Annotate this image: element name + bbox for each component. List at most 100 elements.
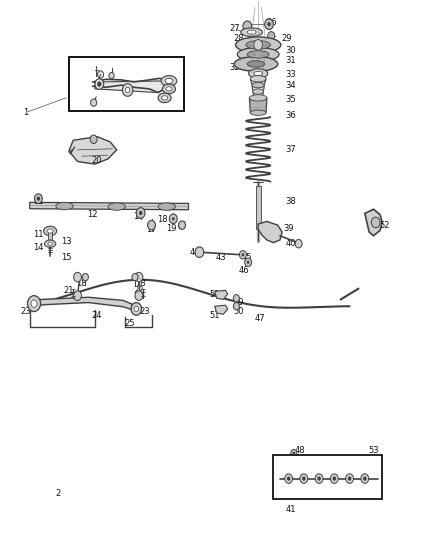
Circle shape (240, 251, 247, 259)
Circle shape (122, 84, 133, 96)
Circle shape (135, 291, 143, 301)
Text: 3: 3 (84, 72, 89, 82)
Circle shape (285, 474, 293, 483)
Text: 38: 38 (286, 197, 296, 206)
Circle shape (371, 217, 380, 228)
Ellipse shape (44, 226, 57, 236)
Circle shape (74, 291, 81, 301)
Circle shape (315, 474, 323, 483)
Text: 42: 42 (364, 487, 374, 496)
Circle shape (179, 221, 185, 229)
Circle shape (245, 258, 252, 266)
Text: 42: 42 (272, 470, 283, 479)
Ellipse shape (241, 28, 262, 36)
Text: 41: 41 (362, 470, 372, 479)
Text: 18: 18 (77, 279, 87, 288)
Circle shape (318, 477, 321, 481)
Polygon shape (251, 79, 266, 85)
Text: 18: 18 (157, 215, 168, 224)
Text: 27: 27 (229, 25, 240, 34)
Bar (48, 232, 52, 240)
Ellipse shape (45, 240, 56, 247)
Circle shape (135, 272, 143, 282)
Ellipse shape (253, 89, 263, 94)
Text: 40: 40 (286, 239, 296, 248)
Text: 9: 9 (166, 91, 172, 100)
Text: 45: 45 (242, 253, 253, 262)
Circle shape (82, 273, 88, 281)
Text: 14: 14 (33, 244, 44, 253)
Circle shape (95, 79, 104, 90)
Circle shape (37, 197, 40, 201)
Text: 28: 28 (233, 34, 244, 43)
Text: 15: 15 (61, 253, 72, 262)
Circle shape (148, 220, 155, 230)
Text: 26: 26 (266, 18, 276, 27)
Text: 11: 11 (33, 197, 44, 206)
Text: 18: 18 (135, 279, 146, 288)
Ellipse shape (250, 95, 267, 101)
Ellipse shape (249, 69, 268, 78)
Text: 31: 31 (286, 56, 296, 65)
Circle shape (97, 82, 102, 87)
Text: 4: 4 (75, 84, 80, 93)
Text: 52: 52 (379, 221, 390, 230)
Circle shape (330, 474, 338, 483)
Text: 50: 50 (233, 307, 244, 316)
Text: 23: 23 (20, 307, 31, 316)
Circle shape (265, 19, 273, 29)
Circle shape (172, 217, 175, 220)
Circle shape (302, 477, 306, 481)
Circle shape (243, 21, 252, 31)
Circle shape (35, 194, 42, 204)
Text: 1: 1 (23, 108, 28, 117)
Ellipse shape (161, 76, 177, 86)
Ellipse shape (254, 71, 262, 76)
Circle shape (242, 253, 244, 256)
Circle shape (31, 300, 37, 308)
Circle shape (293, 451, 295, 455)
Text: 29: 29 (281, 34, 292, 43)
Text: 48: 48 (294, 446, 305, 455)
Circle shape (134, 306, 138, 312)
Circle shape (136, 208, 145, 218)
Circle shape (74, 272, 81, 282)
Text: 11: 11 (33, 230, 44, 239)
Text: 34: 34 (286, 80, 296, 90)
Circle shape (28, 296, 41, 312)
Text: 5: 5 (75, 99, 80, 108)
Text: 13: 13 (61, 237, 72, 246)
Circle shape (348, 477, 351, 481)
Ellipse shape (234, 56, 278, 71)
Text: 25: 25 (124, 319, 135, 328)
Ellipse shape (158, 93, 171, 103)
Ellipse shape (166, 87, 172, 91)
Polygon shape (32, 297, 138, 311)
Bar (273, 455, 382, 499)
Ellipse shape (251, 110, 266, 115)
Text: 21: 21 (64, 286, 74, 295)
Ellipse shape (162, 84, 176, 94)
Text: 22: 22 (133, 286, 144, 295)
Text: 20: 20 (92, 156, 102, 165)
Ellipse shape (251, 76, 266, 82)
Ellipse shape (47, 229, 53, 233)
Ellipse shape (236, 37, 281, 53)
Text: 19: 19 (166, 224, 177, 233)
Circle shape (125, 87, 130, 93)
Text: 10: 10 (151, 103, 161, 112)
Text: 24: 24 (92, 311, 102, 320)
Ellipse shape (108, 203, 125, 211)
Polygon shape (365, 209, 382, 236)
Ellipse shape (247, 30, 256, 34)
Circle shape (109, 72, 114, 79)
Circle shape (268, 31, 275, 40)
Polygon shape (258, 221, 282, 243)
Text: 12: 12 (88, 210, 98, 219)
Circle shape (233, 303, 240, 310)
Text: 5: 5 (103, 66, 109, 75)
Polygon shape (250, 98, 267, 113)
Bar (69, 57, 184, 111)
Polygon shape (30, 203, 188, 210)
Circle shape (300, 474, 308, 483)
